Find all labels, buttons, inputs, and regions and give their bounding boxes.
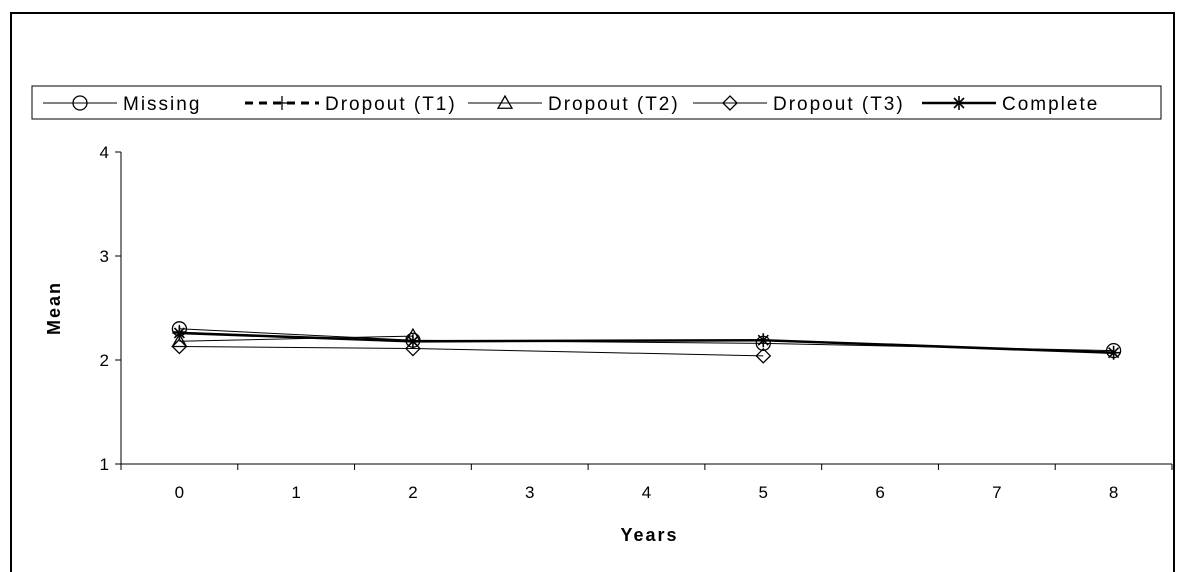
y-tick-label: 4 <box>100 143 109 162</box>
legend-marker <box>72 95 88 111</box>
data-point-complete <box>172 325 187 340</box>
legend-label: Dropout (T3) <box>773 94 905 115</box>
y-tick-label: 2 <box>100 351 109 370</box>
axes: 1 2 3 4 0 1 2 3 4 5 6 7 8 <box>100 143 1173 502</box>
legend-marker <box>722 95 738 111</box>
x-tick-label: 4 <box>642 483 651 502</box>
series-line-complete <box>179 331 1114 355</box>
x-tick-label: 3 <box>525 483 534 502</box>
legend-item-dropout-t1: Dropout (T1) <box>245 94 457 115</box>
x-tick-label: 7 <box>992 483 1001 502</box>
data-point-complete <box>1106 345 1121 360</box>
y-tick-label: 3 <box>100 247 109 266</box>
data-point-dropout-t3 <box>755 347 772 364</box>
legend-item-complete: Complete <box>922 94 1099 115</box>
series-line-dropout-t3 <box>179 345 764 357</box>
legend-marker <box>275 96 289 110</box>
x-tick-label: 5 <box>759 483 768 502</box>
y-tick-label: 1 <box>100 455 109 474</box>
y-axis-title: Mean <box>44 281 64 335</box>
x-axis-title: Years <box>620 525 678 545</box>
legend-item-dropout-t2: Dropout (T2) <box>468 94 680 115</box>
legend-label: Complete <box>1002 94 1099 115</box>
x-tick-label: 6 <box>875 483 884 502</box>
x-tick-label: 2 <box>408 483 417 502</box>
x-tick-label: 8 <box>1109 483 1118 502</box>
legend-item-missing: Missing <box>43 94 201 115</box>
legend-marker <box>952 96 966 110</box>
data-point-complete <box>756 333 771 348</box>
series-line-dropout-t2 <box>179 335 413 342</box>
x-tick-label: 1 <box>291 483 300 502</box>
legend: Missing Dropout (T1) Dropout (T2) Dropout (… <box>31 85 1162 120</box>
legend-label: Missing <box>123 94 201 115</box>
x-tick-label: 0 <box>175 483 184 502</box>
legend-label: Dropout (T1) <box>325 94 457 115</box>
legend-marker <box>496 94 514 109</box>
series-complete <box>172 325 1121 360</box>
legend-label: Dropout (T2) <box>548 94 680 115</box>
legend-item-dropout-t3: Dropout (T3) <box>693 94 905 115</box>
data-point-complete <box>405 334 420 349</box>
plot-area <box>171 321 1122 364</box>
data-point-dropout-t3 <box>171 338 188 355</box>
